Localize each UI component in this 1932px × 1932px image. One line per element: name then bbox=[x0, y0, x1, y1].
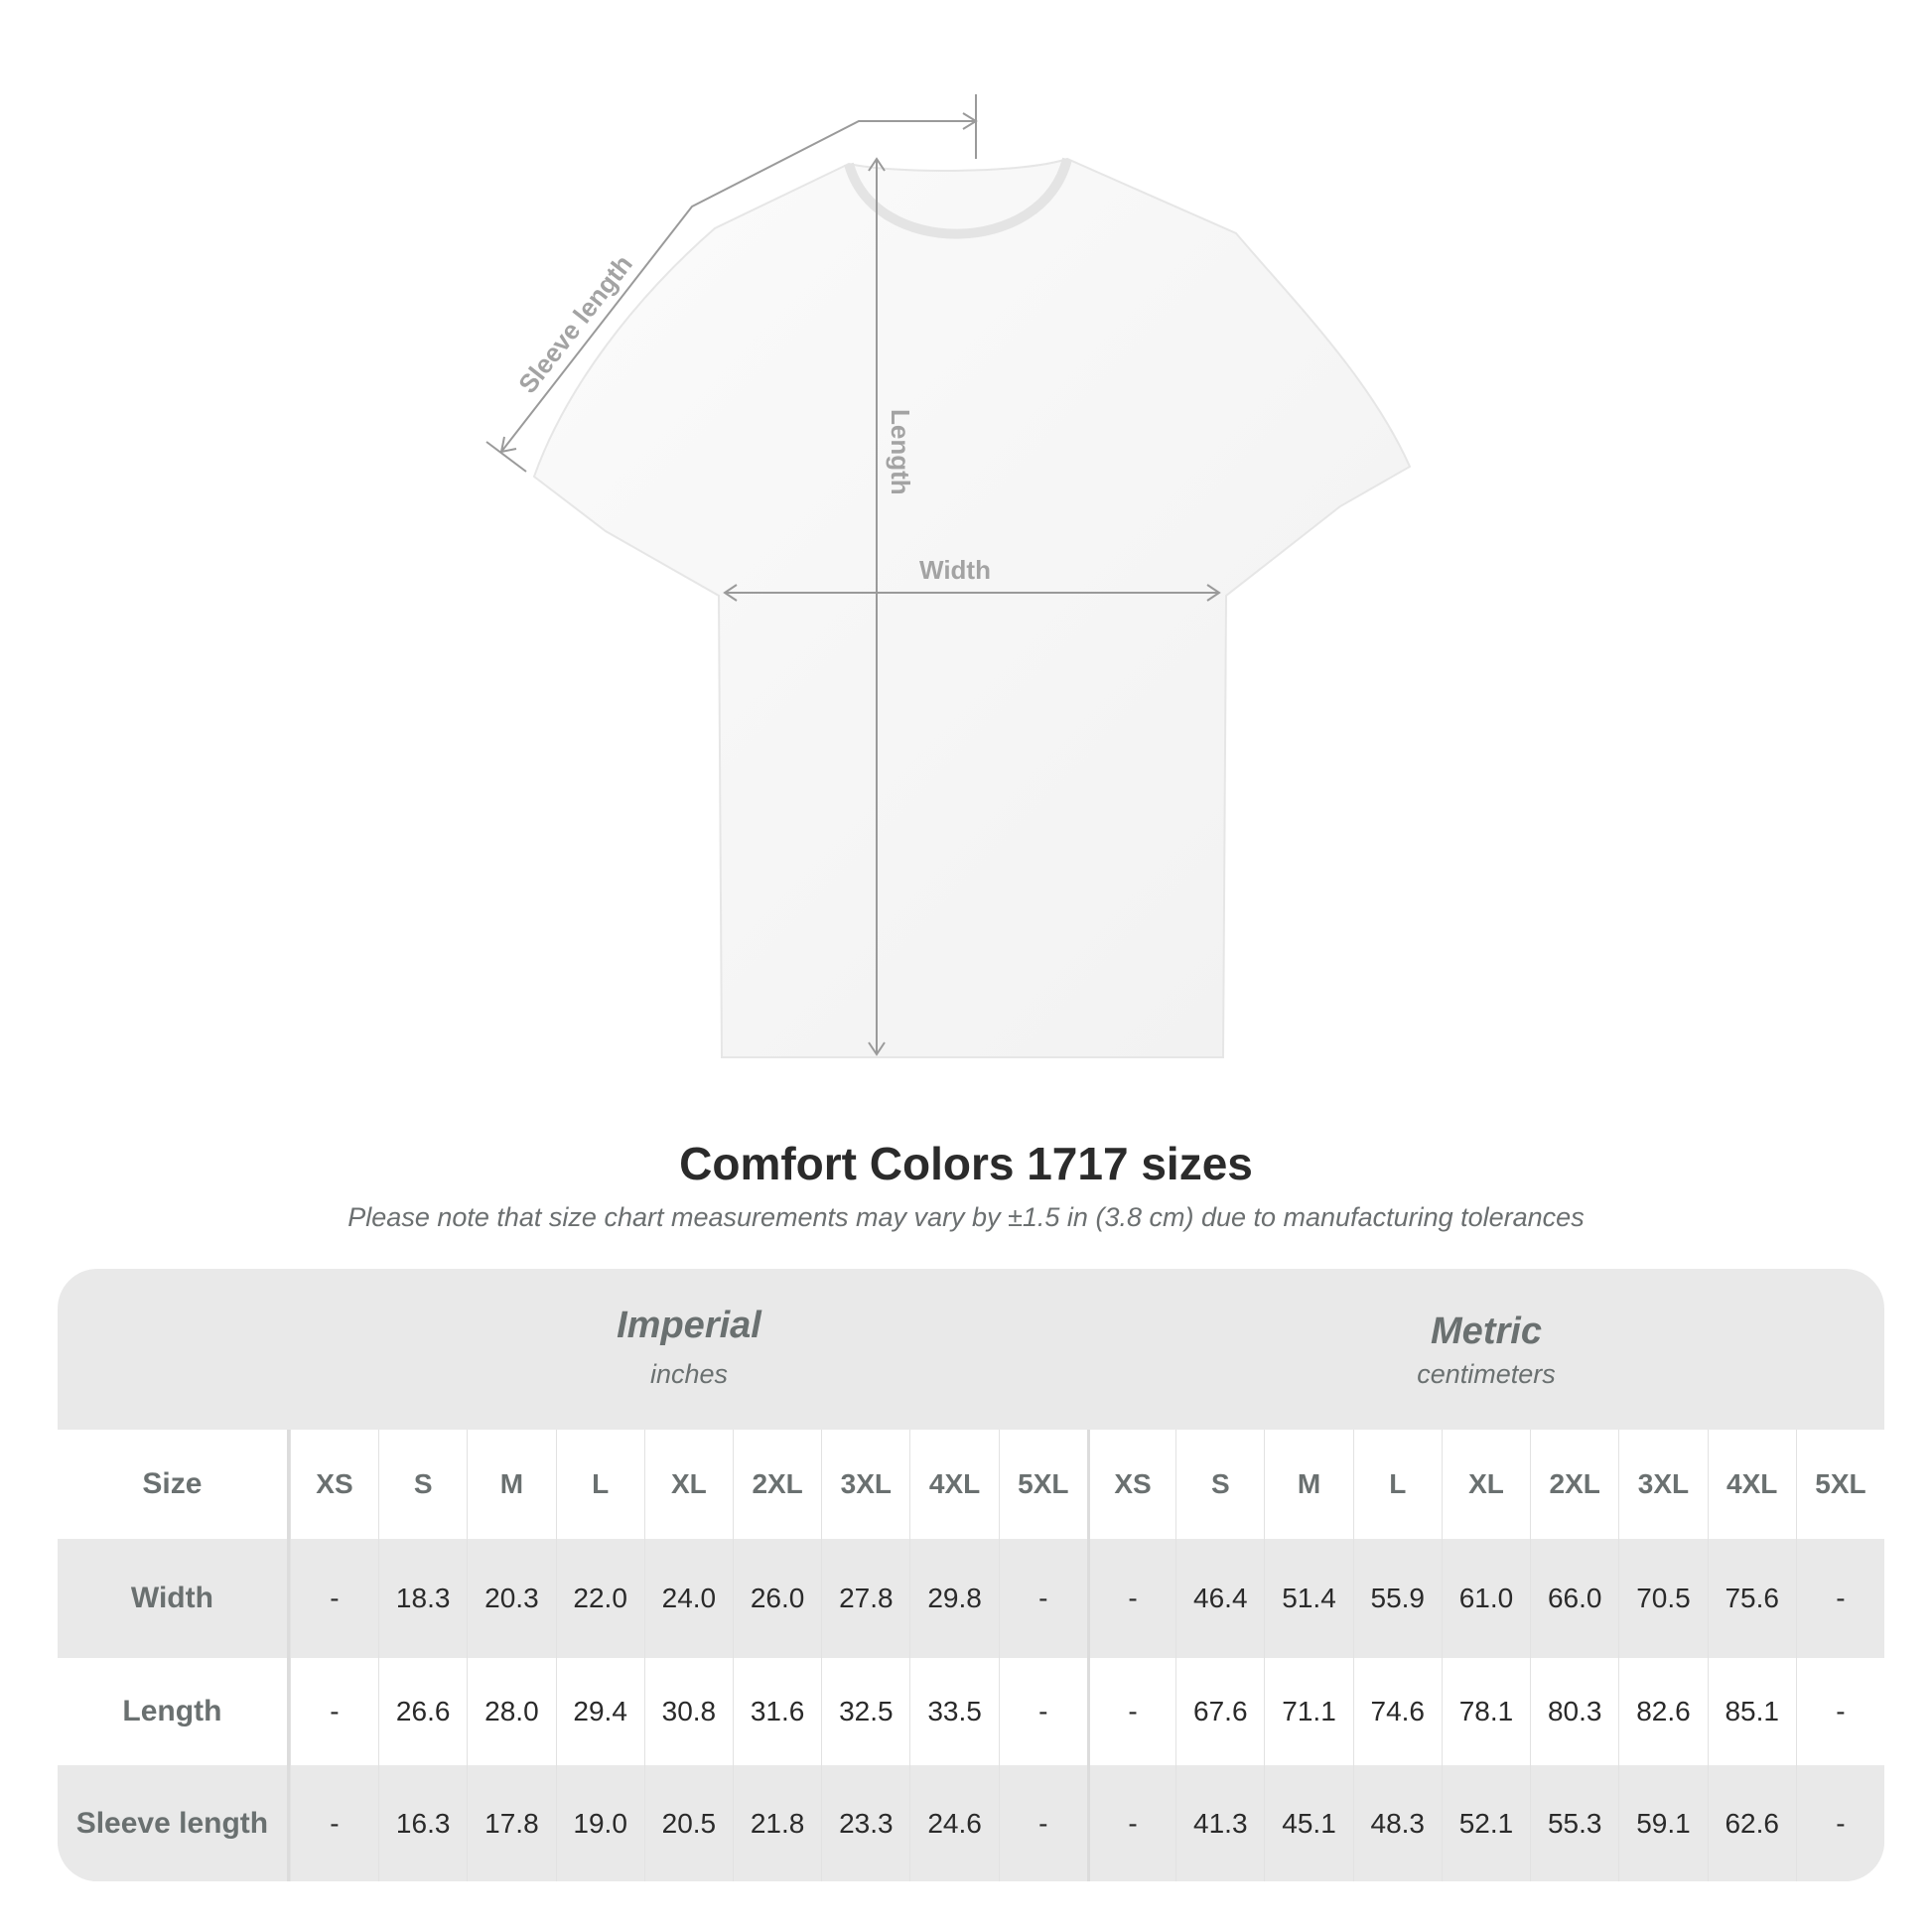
imperial-header: Imperial inches bbox=[290, 1269, 1088, 1430]
size-header-row: Size XS S M L XL 2XL 3XL 4XL 5XL XS S M L XL 2XL 3XL 4XL 5… bbox=[58, 1430, 1884, 1539]
imperial-unit: inches bbox=[649, 1359, 729, 1389]
imperial-size-5XL: 5XL bbox=[998, 1430, 1087, 1539]
imperial-value: 16.3 bbox=[378, 1765, 467, 1881]
metric-size-S: S bbox=[1175, 1430, 1264, 1539]
metric-size-2XL: 2XL bbox=[1530, 1430, 1618, 1539]
metric-value: 75.6 bbox=[1707, 1539, 1796, 1658]
imperial-value: 26.0 bbox=[733, 1539, 821, 1658]
metric-value: 70.5 bbox=[1618, 1539, 1707, 1658]
imperial-size-2XL: 2XL bbox=[733, 1430, 821, 1539]
metric-size-5XL: 5XL bbox=[1795, 1430, 1884, 1539]
table-row: Length -26.6 28.0 29.4 30.8 31.6 32.5 33.5- -67.… bbox=[58, 1658, 1884, 1765]
imperial-value: 20.3 bbox=[467, 1539, 555, 1658]
imperial-value: 21.8 bbox=[733, 1765, 821, 1881]
imperial-value: 23.3 bbox=[821, 1765, 909, 1881]
metric-size-4XL: 4XL bbox=[1707, 1430, 1796, 1539]
imperial-value: - bbox=[289, 1658, 378, 1765]
imperial-value: 30.8 bbox=[643, 1658, 733, 1765]
width-label: Width bbox=[919, 555, 991, 585]
imperial-size-S: S bbox=[378, 1430, 467, 1539]
imperial-value: 28.0 bbox=[467, 1658, 555, 1765]
table-row: Width -18.3 20.3 22.0 24.0 26.0 27.8 29.8- -46.4… bbox=[58, 1539, 1884, 1658]
imperial-size-XL: XL bbox=[643, 1430, 733, 1539]
metric-value: 74.6 bbox=[1352, 1658, 1442, 1765]
metric-value: - bbox=[1795, 1539, 1884, 1658]
imperial-value: 20.5 bbox=[643, 1765, 733, 1881]
metric-value: - bbox=[1795, 1765, 1884, 1881]
imperial-value: 29.8 bbox=[909, 1539, 998, 1658]
imperial-size-3XL: 3XL bbox=[821, 1430, 909, 1539]
collar bbox=[844, 157, 1072, 239]
imperial-value: - bbox=[998, 1658, 1087, 1765]
metric-value: - bbox=[1086, 1765, 1175, 1881]
imperial-size-M: M bbox=[467, 1430, 555, 1539]
metric-value: 85.1 bbox=[1707, 1658, 1796, 1765]
size-table: Imperial inches Metric centimeters Size X… bbox=[58, 1269, 1884, 1881]
metric-value: 62.6 bbox=[1707, 1765, 1796, 1881]
metric-size-3XL: 3XL bbox=[1618, 1430, 1707, 1539]
size-label: Size bbox=[58, 1430, 290, 1539]
metric-unit: centimeters bbox=[1417, 1359, 1556, 1389]
metric-value: 67.6 bbox=[1175, 1658, 1264, 1765]
metric-value: 82.6 bbox=[1618, 1658, 1707, 1765]
imperial-value: 19.0 bbox=[555, 1765, 644, 1881]
metric-value: 52.1 bbox=[1441, 1765, 1530, 1881]
metric-value: 66.0 bbox=[1530, 1539, 1618, 1658]
imperial-value: - bbox=[998, 1765, 1087, 1881]
metric-size-M: M bbox=[1264, 1430, 1352, 1539]
imperial-value: - bbox=[289, 1765, 378, 1881]
imperial-title: Imperial bbox=[617, 1305, 761, 1346]
imperial-value: 24.6 bbox=[909, 1765, 998, 1881]
row-label: Width bbox=[58, 1539, 290, 1658]
metric-value: 46.4 bbox=[1175, 1539, 1264, 1658]
metric-value: 45.1 bbox=[1264, 1765, 1352, 1881]
metric-header: Metric centimeters bbox=[1088, 1269, 1884, 1430]
imperial-value: 26.6 bbox=[378, 1658, 467, 1765]
tshirt-diagram: Sleeve length Length Width bbox=[485, 94, 1412, 1058]
metric-value: 55.3 bbox=[1530, 1765, 1618, 1881]
metric-value: 80.3 bbox=[1530, 1658, 1618, 1765]
imperial-value: 27.8 bbox=[821, 1539, 909, 1658]
imperial-value: 18.3 bbox=[378, 1539, 467, 1658]
tshirt-shape bbox=[532, 157, 1412, 1058]
metric-value: 55.9 bbox=[1352, 1539, 1442, 1658]
imperial-value: 33.5 bbox=[909, 1658, 998, 1765]
measurement-lines bbox=[485, 94, 1221, 1056]
imperial-value: 24.0 bbox=[643, 1539, 733, 1658]
metric-value: - bbox=[1086, 1539, 1175, 1658]
metric-value: 71.1 bbox=[1264, 1658, 1352, 1765]
imperial-value: 22.0 bbox=[555, 1539, 644, 1658]
page-title: Comfort Colors 1717 sizes bbox=[679, 1138, 1253, 1189]
metric-value: 48.3 bbox=[1352, 1765, 1442, 1881]
metric-value: 78.1 bbox=[1441, 1658, 1530, 1765]
metric-size-XL: XL bbox=[1441, 1430, 1530, 1539]
metric-value: 61.0 bbox=[1441, 1539, 1530, 1658]
tolerance-note: Please note that size chart measurements… bbox=[347, 1202, 1585, 1232]
metric-size-XS: XS bbox=[1086, 1430, 1175, 1539]
metric-size-L: L bbox=[1352, 1430, 1442, 1539]
imperial-size-4XL: 4XL bbox=[909, 1430, 998, 1539]
imperial-value: 17.8 bbox=[467, 1765, 555, 1881]
metric-value: - bbox=[1795, 1658, 1884, 1765]
imperial-size-XS: XS bbox=[289, 1430, 378, 1539]
imperial-value: - bbox=[998, 1539, 1087, 1658]
imperial-size-L: L bbox=[555, 1430, 644, 1539]
row-label: Length bbox=[58, 1658, 290, 1765]
metric-value: 41.3 bbox=[1175, 1765, 1264, 1881]
imperial-value: 29.4 bbox=[555, 1658, 644, 1765]
metric-title: Metric bbox=[1431, 1311, 1542, 1352]
table-row: Sleeve length -16.3 17.8 19.0 20.5 21.8 23.3 24… bbox=[58, 1765, 1884, 1881]
row-label: Sleeve length bbox=[58, 1765, 290, 1881]
length-label: Length bbox=[886, 409, 915, 495]
metric-value: - bbox=[1086, 1658, 1175, 1765]
metric-value: 59.1 bbox=[1618, 1765, 1707, 1881]
imperial-value: 32.5 bbox=[821, 1658, 909, 1765]
imperial-value: - bbox=[289, 1539, 378, 1658]
metric-value: 51.4 bbox=[1264, 1539, 1352, 1658]
imperial-value: 31.6 bbox=[733, 1658, 821, 1765]
